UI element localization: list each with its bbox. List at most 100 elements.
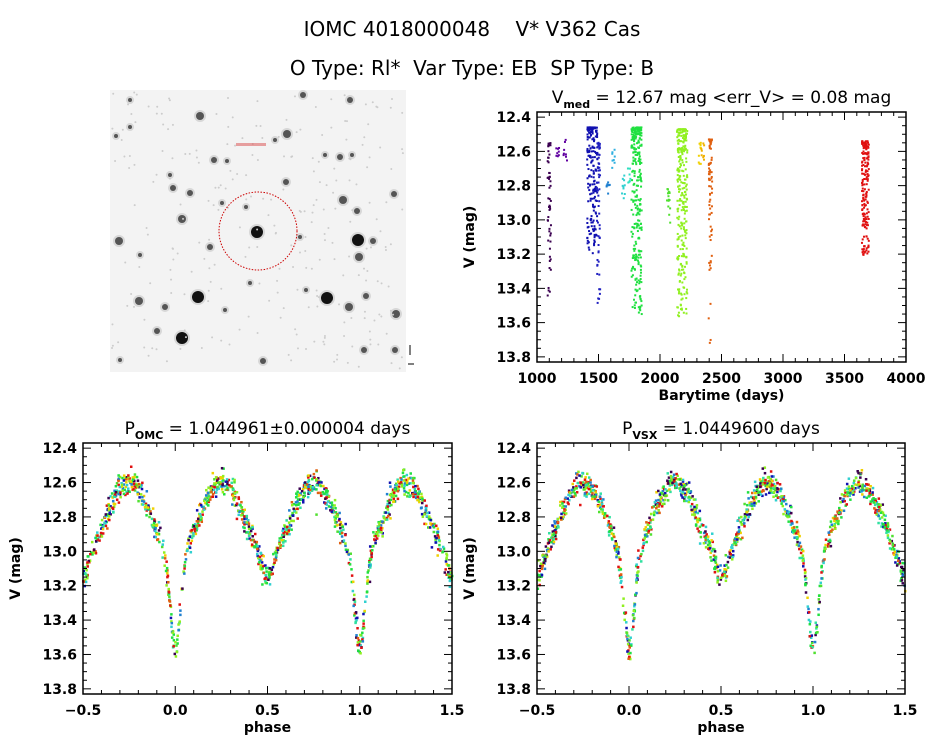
data-point [593, 138, 596, 141]
data-point [864, 169, 867, 172]
data-point [426, 511, 429, 515]
data-point [414, 496, 418, 500]
data-point [305, 486, 308, 490]
data-point [134, 482, 138, 486]
data-point [86, 562, 89, 566]
data-point [654, 499, 658, 502]
data-point [867, 483, 870, 487]
data-point [859, 488, 862, 492]
data-point [256, 554, 259, 558]
data-point [684, 137, 687, 140]
data-point [405, 483, 409, 487]
data-point [622, 611, 626, 615]
data-point [558, 146, 561, 149]
data-point [633, 131, 636, 134]
data-point [863, 165, 866, 168]
data-point [899, 565, 903, 569]
data-point [325, 503, 329, 506]
data-point [676, 174, 679, 177]
data-point [888, 528, 892, 531]
star [244, 205, 248, 209]
data-point [401, 471, 405, 475]
data-point [738, 528, 741, 532]
data-point [125, 475, 129, 479]
data-point [147, 507, 151, 511]
data-point [677, 236, 680, 239]
data-point [205, 488, 208, 492]
data-point [387, 511, 390, 515]
data-point [677, 314, 680, 317]
data-point [395, 487, 399, 491]
data-point [134, 484, 138, 487]
data-point [284, 540, 287, 543]
data-point [795, 537, 799, 541]
data-point [634, 153, 637, 156]
data-point [154, 535, 158, 539]
data-point [798, 534, 801, 538]
data-point [552, 540, 556, 544]
data-point [324, 507, 328, 510]
data-point [170, 625, 173, 629]
data-point [403, 482, 407, 485]
data-point [677, 292, 680, 295]
data-point [385, 506, 388, 510]
data-point [627, 657, 630, 660]
data-point [686, 149, 689, 152]
data-point [635, 163, 638, 166]
data-point [301, 498, 305, 502]
data-point [552, 537, 555, 541]
data-point [637, 261, 640, 264]
data-point [593, 183, 596, 186]
data-point [89, 552, 92, 556]
data-point [900, 577, 903, 580]
data-point [598, 227, 601, 230]
data-point [636, 571, 639, 574]
data-point [589, 193, 592, 196]
data-point [427, 515, 431, 518]
data-point [710, 191, 713, 194]
data-point [867, 168, 870, 171]
data-point [713, 559, 717, 563]
data-point [840, 509, 843, 512]
data-point [740, 515, 743, 519]
data-point [710, 138, 713, 141]
data-point [681, 169, 684, 172]
data-point [681, 496, 684, 499]
data-point [883, 518, 887, 522]
data-point [639, 227, 642, 230]
data-point [634, 253, 637, 256]
data-point [862, 157, 865, 160]
data-point [634, 151, 637, 154]
data-point [407, 491, 410, 495]
data-point [590, 169, 593, 172]
data-point [338, 517, 341, 521]
data-point [373, 534, 376, 538]
data-point [638, 227, 641, 230]
data-point [381, 520, 384, 523]
data-point [361, 638, 364, 641]
data-point [752, 489, 756, 492]
data-point [288, 517, 292, 520]
data-point [645, 535, 649, 538]
data-point [591, 183, 594, 186]
data-point [699, 141, 702, 144]
star [347, 97, 353, 103]
data-point [620, 585, 624, 589]
data-point [586, 149, 589, 152]
data-point [626, 650, 629, 653]
data-point [144, 502, 148, 506]
data-point [788, 510, 791, 514]
data-point [638, 250, 641, 253]
plot-frame [536, 111, 907, 363]
data-point [852, 490, 856, 493]
data-point [548, 177, 551, 180]
data-point [128, 479, 131, 483]
data-point [860, 241, 863, 244]
data-point [571, 482, 574, 486]
data-point [199, 515, 203, 518]
data-point [636, 223, 639, 226]
data-point [829, 529, 833, 533]
data-point [741, 519, 745, 522]
data-point [595, 153, 598, 156]
data-point [359, 652, 362, 655]
